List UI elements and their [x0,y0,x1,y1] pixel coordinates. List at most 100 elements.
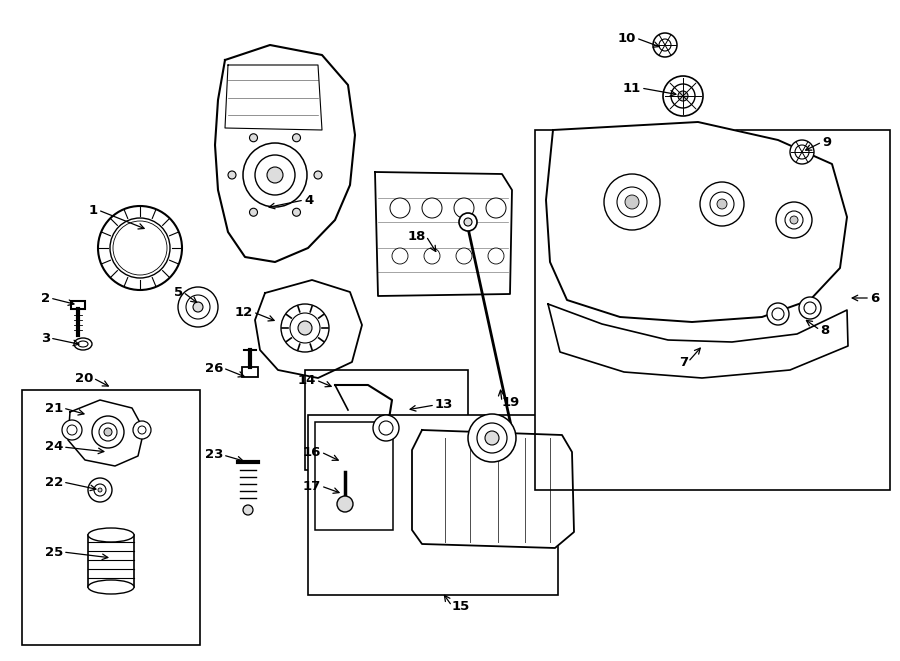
Text: 15: 15 [452,600,470,613]
Circle shape [663,76,703,116]
Circle shape [776,202,812,238]
Text: 25: 25 [45,545,63,559]
Bar [308,415,558,595]
Circle shape [99,423,117,441]
Circle shape [104,428,112,436]
Text: 4: 4 [304,194,313,206]
Circle shape [133,421,151,439]
Text: 16: 16 [302,446,321,459]
Circle shape [790,140,814,164]
Bar [88,535,134,587]
Text: 24: 24 [45,440,63,453]
Circle shape [653,33,677,57]
Circle shape [292,208,301,216]
Circle shape [110,218,170,278]
Polygon shape [255,280,362,378]
Circle shape [132,240,148,256]
Text: 20: 20 [75,371,93,385]
Circle shape [243,505,253,515]
Circle shape [659,39,671,51]
Circle shape [390,198,410,218]
Circle shape [790,216,798,224]
Circle shape [625,195,639,209]
Circle shape [290,313,320,343]
Circle shape [459,213,477,231]
Circle shape [767,303,789,325]
Circle shape [138,426,146,434]
Circle shape [456,248,472,264]
Circle shape [700,182,744,226]
Circle shape [422,198,442,218]
Bar [71,301,85,309]
Circle shape [255,155,295,195]
Polygon shape [68,400,144,466]
Circle shape [485,431,499,445]
Circle shape [193,302,203,312]
Circle shape [671,84,695,108]
Bar [22,390,200,645]
Circle shape [799,297,821,319]
Circle shape [337,496,353,512]
Circle shape [379,421,393,435]
Circle shape [464,218,472,226]
Ellipse shape [88,528,134,542]
Circle shape [98,206,182,290]
Polygon shape [548,304,848,378]
Text: 26: 26 [204,362,223,375]
Text: 5: 5 [174,286,183,299]
Circle shape [94,484,106,496]
Circle shape [678,91,688,101]
Circle shape [267,167,283,183]
Text: 23: 23 [204,449,223,461]
Polygon shape [215,45,355,262]
Circle shape [298,321,312,335]
Ellipse shape [88,580,134,594]
Circle shape [228,171,236,179]
Text: 3: 3 [40,332,50,344]
Text: 2: 2 [40,292,50,305]
Text: 11: 11 [623,81,641,95]
Circle shape [292,134,301,141]
Text: 21: 21 [45,401,63,414]
Circle shape [98,488,102,492]
Text: 19: 19 [502,395,520,408]
Circle shape [424,248,440,264]
Circle shape [454,198,474,218]
Circle shape [92,416,124,448]
Circle shape [486,198,506,218]
Polygon shape [412,430,574,548]
Circle shape [186,295,210,319]
Circle shape [243,143,307,207]
Text: 1: 1 [89,204,98,217]
Circle shape [249,134,257,141]
Circle shape [249,208,257,216]
Ellipse shape [78,341,88,347]
Circle shape [804,302,816,314]
Circle shape [795,145,809,159]
Text: 9: 9 [822,136,831,149]
Circle shape [62,420,82,440]
Circle shape [785,211,803,229]
Text: 18: 18 [408,229,426,243]
Circle shape [314,171,322,179]
Circle shape [122,230,158,266]
Circle shape [373,415,399,441]
Text: 17: 17 [302,479,321,492]
Text: 8: 8 [820,323,829,336]
Bar [315,422,393,530]
Text: 13: 13 [435,399,454,412]
Bar [242,367,258,377]
Text: 22: 22 [45,475,63,488]
Circle shape [617,187,647,217]
Circle shape [710,192,734,216]
Circle shape [468,414,516,462]
Polygon shape [546,122,847,322]
Bar [305,370,468,470]
Bar [535,130,890,490]
Text: 12: 12 [235,305,253,319]
Circle shape [113,221,167,275]
Circle shape [178,287,218,327]
Circle shape [717,199,727,209]
Circle shape [604,174,660,230]
Circle shape [116,224,164,272]
